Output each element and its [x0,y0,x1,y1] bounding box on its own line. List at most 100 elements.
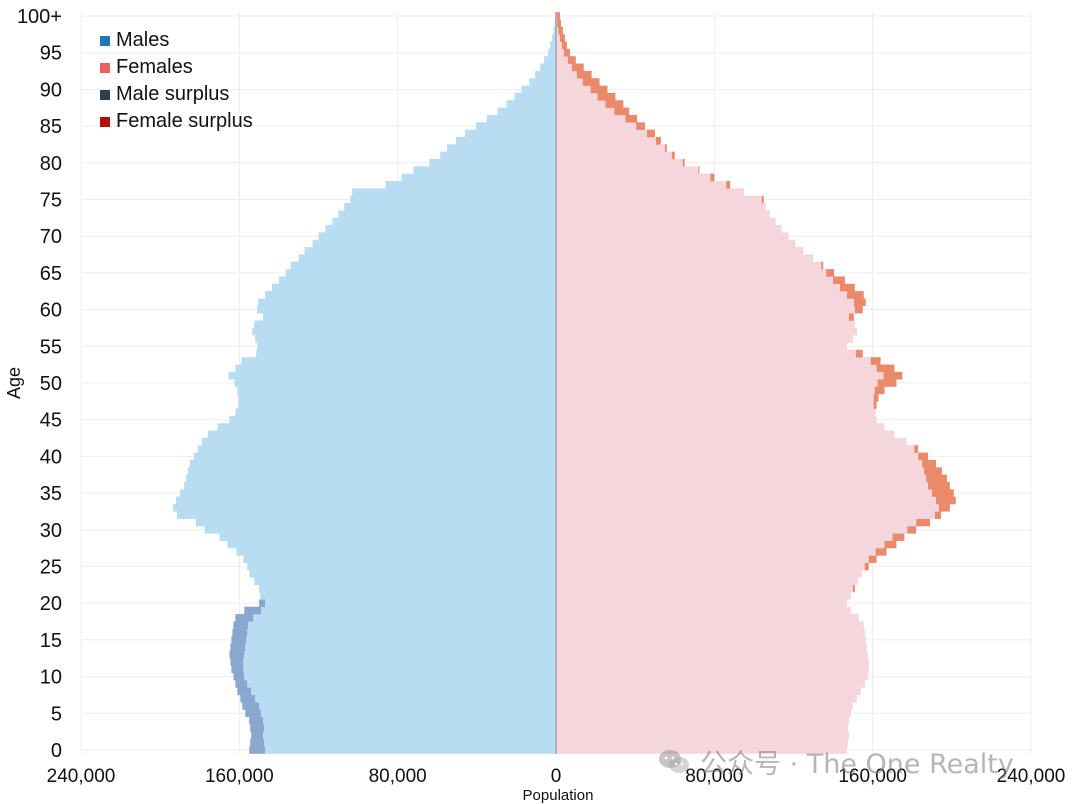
male-bar [237,386,556,395]
male-bar [227,540,557,549]
female-surplus-bar [597,92,616,101]
female-bar [556,276,834,285]
female-bar [556,489,933,497]
male-bar [257,342,556,351]
y-tick-label: 55 [40,336,62,358]
female-surplus-bar [846,291,864,299]
male-bar [263,731,556,740]
female-bar [556,151,672,160]
male-bar [285,269,556,277]
male-bar [553,26,556,35]
male-bar [238,393,556,402]
male-bar [440,151,556,160]
male-bar [257,305,556,314]
female-bar [556,203,766,211]
male-bar [259,584,556,593]
female-bar [556,474,927,483]
female-bar [556,291,847,299]
male-surplus-bar [240,694,256,703]
male-surplus-bar [229,650,245,659]
female-bar [556,305,855,314]
female-bar [556,401,874,409]
male-surplus-bar [242,702,260,710]
female-bar [556,437,907,446]
female-bar [556,195,762,204]
male-bar [318,232,556,241]
female-bar [556,371,884,380]
x-tick-label: 80,000 [369,766,427,787]
female-bar [556,709,851,718]
male-bar [544,56,556,64]
male-bar [193,452,556,461]
female-surplus-bar [698,166,700,174]
male-bar [325,225,556,233]
female-surplus-bar [647,129,655,138]
male-bars [173,12,557,754]
female-bar [556,327,857,336]
female-surplus-bar [571,63,584,72]
male-surplus-bar [231,665,244,674]
female-bar [556,56,568,64]
male-bar [265,599,556,608]
male-bar [235,408,556,417]
female-surplus-bar [582,78,600,86]
female-bar [556,680,865,688]
male-bar [506,100,556,108]
male-bar [514,92,556,101]
male-surplus-bar [259,599,266,608]
female-bar [556,114,626,123]
male-bar [255,694,556,703]
female-bar [556,643,867,652]
male-bar [189,459,556,468]
female-surplus-bar [922,459,936,468]
female-bar [556,129,648,138]
male-bar [251,687,557,696]
male-bar [550,41,556,50]
female-bar [556,694,857,703]
female-bar [556,283,841,292]
female-surplus-bar [854,305,863,314]
male-bar [243,658,556,666]
male-bar [179,489,557,497]
male-bar [298,254,556,263]
female-surplus-bar [938,503,950,512]
male-bar [228,371,556,380]
male-bar [183,481,556,490]
male-bar [201,437,556,446]
female-surplus-bar [928,481,950,490]
male-bar [254,320,557,329]
x-tick-label: 160,000 [838,766,907,787]
female-bar [556,496,936,505]
female-bar [556,658,869,666]
female-surplus-bar [826,269,835,277]
female-bar [556,702,853,710]
female-surplus-bar [853,298,866,307]
female-surplus-bar [655,136,661,145]
male-surplus-bar [230,643,246,652]
y-tick-label: 45 [40,410,62,432]
male-bar [263,716,556,725]
female-bar [556,570,862,578]
female-surplus-bar [636,122,646,130]
y-tick-label: 85 [40,116,62,138]
female-surplus-bar [907,525,917,534]
male-surplus-bar [231,636,247,644]
male-bar [235,364,556,373]
y-tick-label: 20 [40,593,62,615]
legend-item-females: Females [100,54,253,81]
x-tick-label: 80,000 [685,766,743,787]
male-surplus-bar [232,628,248,637]
male-bar [554,19,556,28]
male-bar [236,548,557,556]
male-bar [475,122,556,130]
male-bar [260,592,556,600]
male-bar [254,577,557,585]
male-surplus-bar [249,746,266,754]
female-bar [556,217,776,226]
female-bar [556,555,869,563]
male-bar [247,628,556,637]
y-tick-label: 0 [51,740,62,762]
male-bar [401,173,556,182]
male-bar [540,63,556,72]
female-surplus-bar [926,474,947,483]
